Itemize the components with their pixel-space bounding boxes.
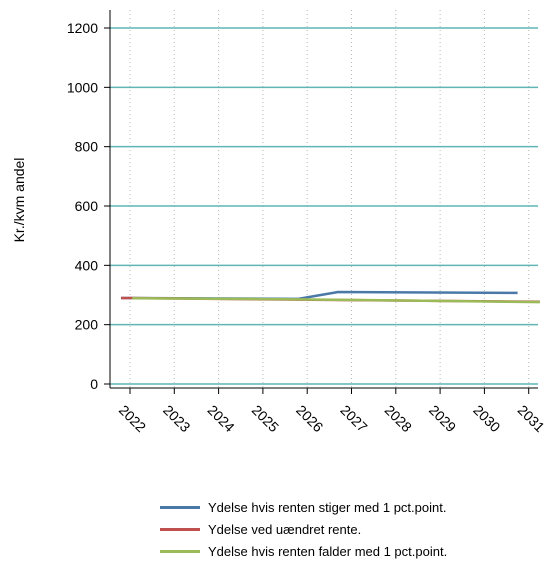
legend-item-unchanged: Ydelse ved uændret rente. — [160, 518, 447, 540]
x-tick-label: 2022 — [116, 402, 149, 435]
x-tick-label: 2028 — [382, 402, 415, 435]
y-tick-label: 400 — [75, 257, 99, 273]
x-tick-label: 2031 — [515, 402, 548, 435]
x-tick-label: 2027 — [337, 402, 370, 435]
legend-item-rise: Ydelse hvis renten stiger med 1 pct.poin… — [160, 496, 447, 518]
y-axis-title: Kr./kvm andel — [11, 158, 27, 243]
legend-label-unchanged: Ydelse ved uændret rente. — [208, 521, 362, 537]
legend-swatch-fall — [160, 549, 200, 553]
y-tick-label: 200 — [75, 317, 99, 333]
x-tick-label: 2029 — [426, 402, 459, 435]
y-tick-label: 1000 — [67, 79, 98, 95]
x-tick-label: 2025 — [249, 402, 282, 435]
y-tick-label: 0 — [90, 376, 98, 392]
legend-label-rise: Ydelse hvis renten stiger med 1 pct.poin… — [208, 499, 447, 515]
legend-item-fall: Ydelse hvis renten falder med 1 pct.poin… — [160, 540, 447, 562]
y-tick-label: 800 — [75, 139, 99, 155]
y-tick-label: 1200 — [67, 20, 98, 36]
x-tick-label: 2023 — [160, 402, 193, 435]
series-line-2 — [132, 297, 540, 304]
legend: Ydelse hvis renten stiger med 1 pct.poin… — [160, 496, 447, 562]
legend-swatch-rise — [160, 505, 200, 509]
x-tick-label: 2026 — [293, 402, 326, 435]
x-tick-label: 2030 — [470, 402, 503, 435]
legend-label-fall: Ydelse hvis renten falder med 1 pct.poin… — [208, 543, 448, 559]
x-tick-label: 2024 — [204, 402, 237, 435]
y-tick-label: 600 — [75, 198, 99, 214]
legend-swatch-unchanged — [160, 527, 200, 531]
